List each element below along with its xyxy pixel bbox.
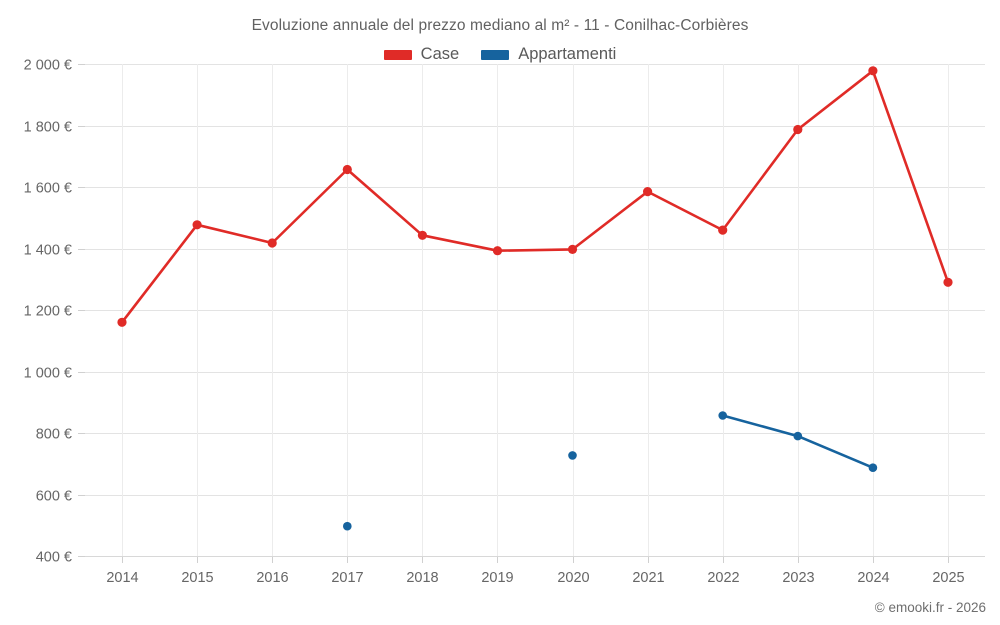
- series-line-appartamenti: [721, 414, 875, 469]
- y-axis-tick-label: 1 200 €: [24, 304, 72, 320]
- x-axis-tick-label: 2019: [481, 570, 513, 586]
- y-axis-tick-label: 2 000 €: [24, 58, 72, 74]
- data-point-case-2015[interactable]: [192, 220, 202, 230]
- data-point-case-2019[interactable]: [492, 246, 503, 256]
- legend-swatch-icon: [383, 49, 412, 60]
- data-point-case-2022[interactable]: [718, 225, 728, 235]
- y-axis-tick-label: 1 000 €: [24, 366, 72, 382]
- x-axis-tick-label: 2017: [331, 570, 363, 586]
- y-axis-tick-label: 400 €: [36, 550, 72, 566]
- x-axis-tick-label: 2024: [857, 570, 889, 586]
- x-axis-tick-label: 2016: [256, 570, 288, 586]
- data-point-appartamenti-2020[interactable]: [568, 451, 577, 460]
- data-point-appartamenti-2023[interactable]: [793, 431, 803, 441]
- data-point-case-2016[interactable]: [267, 238, 277, 248]
- legend-item-appartamenti[interactable]: Appartamenti: [481, 45, 616, 64]
- y-axis-tick-label: 800 €: [36, 427, 72, 443]
- x-axis-tick-label: 2018: [406, 570, 438, 586]
- chart-title: Evoluzione annuale del prezzo mediano al…: [251, 17, 749, 34]
- y-axis-tick-label: 1 600 €: [24, 181, 72, 197]
- y-axis-tick-label: 1 400 €: [24, 243, 72, 259]
- x-axis-tick-label: 2023: [782, 570, 814, 586]
- data-point-case-2025[interactable]: [943, 277, 953, 287]
- data-point-case-2017[interactable]: [342, 164, 352, 175]
- series-line-case: [120, 69, 950, 324]
- data-point-appartamenti-2017[interactable]: [343, 521, 352, 531]
- y-axis-tick-label: 600 €: [36, 489, 72, 505]
- data-point-case-2023[interactable]: [793, 124, 803, 135]
- data-point-case-2024[interactable]: [868, 66, 878, 76]
- data-point-case-2014[interactable]: [117, 317, 127, 327]
- legend-label-case: Case: [420, 45, 460, 63]
- data-point-case-2020[interactable]: [567, 244, 578, 254]
- x-axis-tick-label: 2014: [106, 570, 138, 586]
- y-axis-tick-label: 1 800 €: [24, 120, 72, 136]
- x-axis-tick-label: 2025: [932, 570, 964, 586]
- data-point-appartamenti-2024[interactable]: [868, 463, 878, 473]
- x-axis-tick-label: 2021: [632, 570, 664, 586]
- x-axis-tick-label: 2020: [557, 570, 589, 586]
- chart-legend: Case Appartamenti: [0, 45, 1000, 64]
- data-point-case-2018[interactable]: [417, 230, 427, 240]
- data-point-case-2021[interactable]: [643, 187, 653, 197]
- data-point-appartamenti-2022[interactable]: [718, 411, 727, 420]
- x-axis-tick-label: 2022: [707, 570, 739, 586]
- x-axis-tick-label: 2015: [181, 570, 213, 586]
- footer-credit: © emooki.fr - 2026: [874, 600, 986, 615]
- legend-label-appartamenti: Appartamenti: [518, 45, 617, 63]
- legend-swatch-icon: [481, 49, 510, 60]
- legend-item-case[interactable]: Case: [383, 45, 460, 64]
